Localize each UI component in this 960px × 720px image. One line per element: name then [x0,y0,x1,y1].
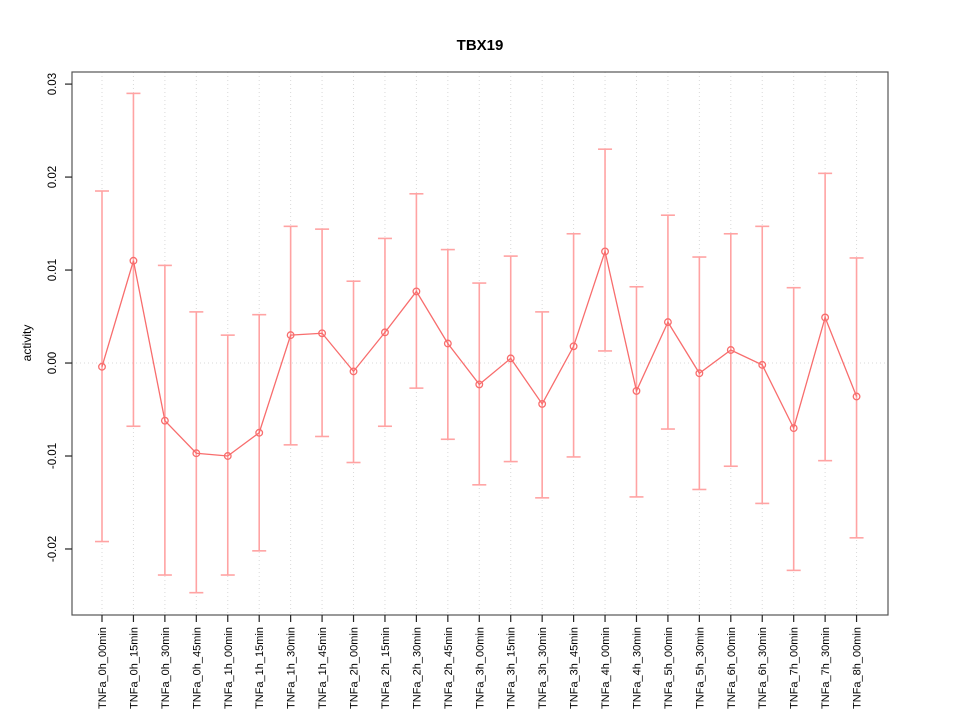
data-point [663,318,672,327]
data-point [695,369,704,378]
x-tick-label: TNFa_2h_30min [411,627,423,709]
data-point [412,287,421,296]
x-tick-label: TNFa_2h_45min [443,627,455,709]
data-point [569,342,578,351]
data-point [98,362,106,371]
y-tick-label: 0.02 [47,166,59,188]
y-tick-label: 0.01 [47,259,59,281]
data-point [255,428,264,437]
data-point [192,449,201,458]
data-point [726,346,735,354]
y-tick-label: 0.03 [47,73,59,95]
x-tick-label: TNFa_0h_45min [191,627,203,709]
y-tick-label: 0.00 [47,352,59,374]
plot-border [71,71,889,616]
x-tick-label: TNFa_3h_30min [537,627,549,709]
data-point [475,380,484,389]
x-tick-label: TNFa_2h_15min [380,627,392,709]
data-point [852,392,861,401]
x-tick-label: TNFa_6h_30min [757,627,769,709]
x-tick-label: TNFa_7h_30min [820,627,832,709]
x-tick-label: TNFa_1h_30min [286,627,298,709]
x-tick-label: TNFa_0h_00min [97,627,109,709]
x-tick-label: TNFa_5h_00min [663,627,675,709]
x-tick-label: TNFa_6h_00min [726,627,738,709]
data-point [821,313,830,322]
x-tick-label: TNFa_3h_00min [474,627,486,709]
data-point [443,339,452,348]
x-tick-label: TNFa_4h_00min [600,627,612,709]
chart-title: TBX19 [456,37,504,54]
x-tick-label: TNFa_1h_45min [317,627,329,709]
data-point [318,329,327,338]
data-point [601,247,609,256]
y-tick-label: -0.02 [47,536,59,562]
x-tick-label: TNFa_5h_30min [694,627,706,709]
data-point [349,367,358,376]
data-point [381,328,389,337]
data-point [538,399,547,408]
x-tick-label: TNFa_7h_00min [789,627,801,709]
data-point [758,360,767,369]
data-point [789,424,798,433]
x-tick-label: TNFa_0h_30min [160,627,172,709]
y-tick-label: -0.01 [47,443,59,469]
data-point [632,386,641,395]
x-tick-label: TNFa_3h_45min [569,627,581,709]
x-tick-label: TNFa_8h_00min [852,627,864,709]
x-tick-label: TNFa_3h_15min [506,627,518,709]
x-tick-label: TNFa_2h_00min [349,627,361,709]
x-tick-label: TNFa_0h_15min [128,627,140,709]
data-point [129,256,138,265]
x-tick-label: TNFa_1h_15min [254,627,266,709]
data-point [286,331,295,340]
data-point [160,416,169,425]
data-point [506,354,515,363]
x-tick-label: TNFa_1h_00min [223,627,235,709]
x-tick-label: TNFa_4h_30min [631,627,643,709]
series-line [101,249,858,457]
data-point [223,452,232,460]
